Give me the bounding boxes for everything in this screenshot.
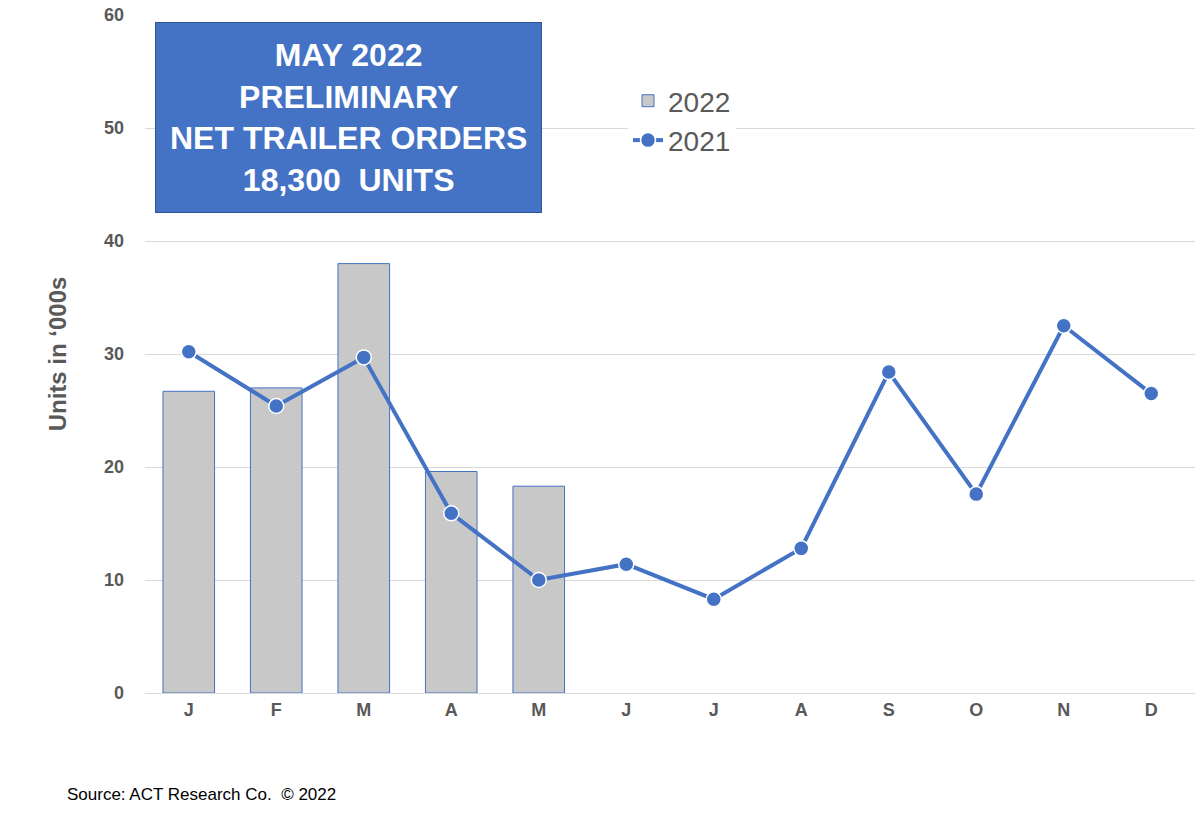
svg-text:J: J: [184, 700, 194, 720]
svg-text:50: 50: [104, 118, 124, 138]
svg-text:J: J: [709, 700, 719, 720]
svg-text:20: 20: [104, 457, 124, 477]
svg-text:A: A: [795, 700, 808, 720]
svg-text:D: D: [1145, 700, 1158, 720]
svg-text:O: O: [969, 700, 983, 720]
svg-text:60: 60: [104, 5, 124, 25]
svg-text:40: 40: [104, 231, 124, 251]
svg-text:10: 10: [104, 570, 124, 590]
svg-text:30: 30: [104, 344, 124, 364]
svg-text:Source: ACT Research Co. © 20: Source: ACT Research Co. © 2022: [67, 785, 336, 804]
svg-text:A: A: [445, 700, 458, 720]
svg-text:2021: 2021: [668, 126, 730, 157]
svg-text:M: M: [531, 700, 546, 720]
svg-text:0: 0: [114, 683, 124, 703]
svg-text:N: N: [1057, 700, 1070, 720]
svg-text:J: J: [621, 700, 631, 720]
svg-text:Units in ‘000s: Units in ‘000s: [44, 277, 71, 432]
svg-text:S: S: [883, 700, 895, 720]
svg-text:M: M: [356, 700, 371, 720]
svg-text:MAY 2022PRELIMINARYNET TRAILER: MAY 2022PRELIMINARYNET TRAILER ORDERS18,…: [170, 37, 527, 198]
svg-text:2022: 2022: [668, 87, 730, 118]
svg-text:F: F: [271, 700, 282, 720]
